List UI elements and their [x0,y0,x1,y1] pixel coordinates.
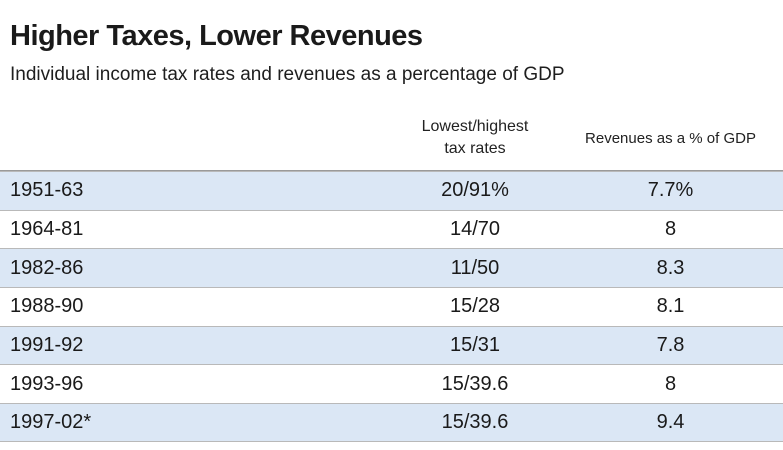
table-row: 1982-86 11/50 8.3 [0,248,783,288]
header-divider [0,170,783,171]
cell-tax-rates: 15/39.6 [441,372,509,395]
cell-revenue: 8.1 [656,295,685,318]
table-row: 1993-96 15/39.6 8 [0,364,783,403]
cell-period: 1951-63 [10,179,84,202]
cell-revenue: 7.8 [656,334,685,357]
cell-revenue: 7.7% [647,179,694,202]
cell-period: 1991-92 [10,334,84,357]
cell-period: 1964-81 [10,218,84,241]
column-header-revenues: Revenues as a % of GDP [585,130,756,147]
cell-tax-rates: 11/50 [450,256,500,279]
cell-revenue: 8 [664,372,677,395]
cell-period: 1997-02* [10,410,92,433]
table-header: Lowest/highest tax rates Revenues as a %… [0,116,783,170]
table-row: 1951-63 20/91% 7.7% [0,171,783,210]
data-table: 1951-63 20/91% 7.7% 1964-81 14/70 8 1982-86 11/… [0,171,783,442]
table-row: 1964-81 14/70 8 [0,209,783,249]
column-header-tax-rates-line1: Lowest/highest [421,118,529,135]
cell-tax-rates: 15/31 [449,334,501,357]
column-header-tax-rates: Lowest/highest tax rates [400,116,550,160]
table-row: 1988-90 15/28 8.1 [0,287,783,326]
cell-revenue: 8.3 [656,256,685,279]
chart-title: Higher Taxes, Lower Revenues [10,20,423,52]
cell-revenue: 8 [664,218,677,241]
cell-period: 1982-86 [10,256,84,279]
column-header-tax-rates-line2: tax rates [444,140,506,157]
chart-subtitle: Individual income tax rates and revenues… [10,64,565,85]
cell-tax-rates: 14/70 [449,218,501,241]
table-row: 1997-02* 15/39.6 9.4 [0,403,783,442]
cell-revenue: 9.4 [656,410,685,433]
table-row: 1991-92 15/31 7.8 [0,325,783,365]
cell-tax-rates: 20/91% [441,179,509,202]
cell-period: 1993-96 [10,372,84,395]
cell-period: 1988-90 [10,295,84,318]
cell-tax-rates: 15/39.6 [441,410,509,433]
cell-tax-rates: 15/28 [449,295,501,318]
